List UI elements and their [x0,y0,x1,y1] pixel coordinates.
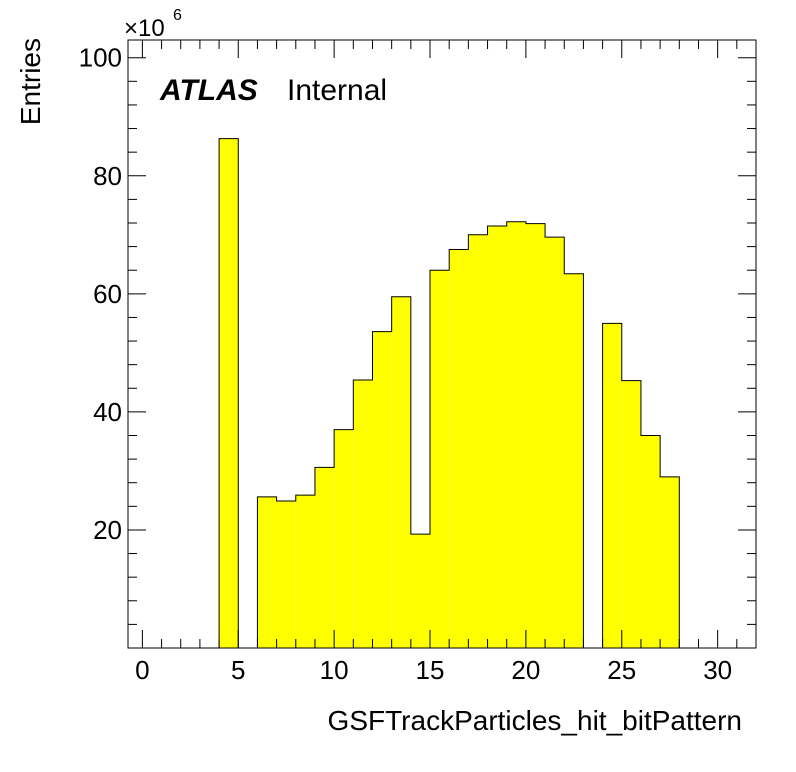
x-tick-label: 30 [703,655,732,685]
y-tick-label: 100 [79,43,122,73]
axis-ticks [128,40,757,648]
y-axis-title: Entries [15,38,46,125]
histogram-bar [276,501,296,648]
histogram-bar [525,223,546,649]
histogram-outline [256,221,584,648]
y-multiplier-label: ×10 [124,15,165,42]
histogram-bar [295,495,315,648]
histogram-bar [564,273,584,648]
y-tick-label: 40 [93,397,122,427]
plot-frame [127,39,757,649]
x-tick-label: 20 [511,655,540,685]
y-tick-label: 20 [93,515,122,545]
histogram-bar [506,221,526,649]
histogram-bar [314,467,335,648]
histogram-bar [487,225,507,648]
histogram-bar [334,429,354,648]
histogram-bar [660,476,680,648]
internal-label: Internal [287,74,387,107]
x-tick-label: 15 [416,655,445,685]
x-tick-label: 10 [320,655,349,685]
histogram-bar [391,296,411,648]
tick-labels: 0 5 10 15 20 25 30 20 40 60 80 100 [79,43,733,685]
y-multiplier-exponent: 6 [173,7,182,24]
x-tick-label: 5 [231,655,245,685]
histogram-bar [372,331,392,648]
histogram-bar [640,435,661,648]
y-tick-label: 60 [93,279,122,309]
histogram-bar [468,234,488,648]
atlas-label: ATLAS [159,74,258,107]
histogram-bar [219,138,239,648]
histogram-bars [218,138,680,649]
x-tick-label: 25 [607,655,636,685]
histogram-outline [602,322,680,648]
x-tick-label: 0 [135,655,149,685]
histogram-bar [449,249,469,648]
histogram-bar [545,237,565,648]
histogram-bar [621,380,641,648]
histogram-bar [602,323,622,648]
histogram-outline [218,138,239,648]
x-axis-title: GSFTrackParticles_hit_bitPattern [328,705,742,736]
histogram-bar [257,496,277,648]
y-tick-label: 80 [93,161,122,191]
histogram-bar [410,534,431,648]
histogram-bar [430,270,450,648]
histogram-bar [353,380,373,648]
